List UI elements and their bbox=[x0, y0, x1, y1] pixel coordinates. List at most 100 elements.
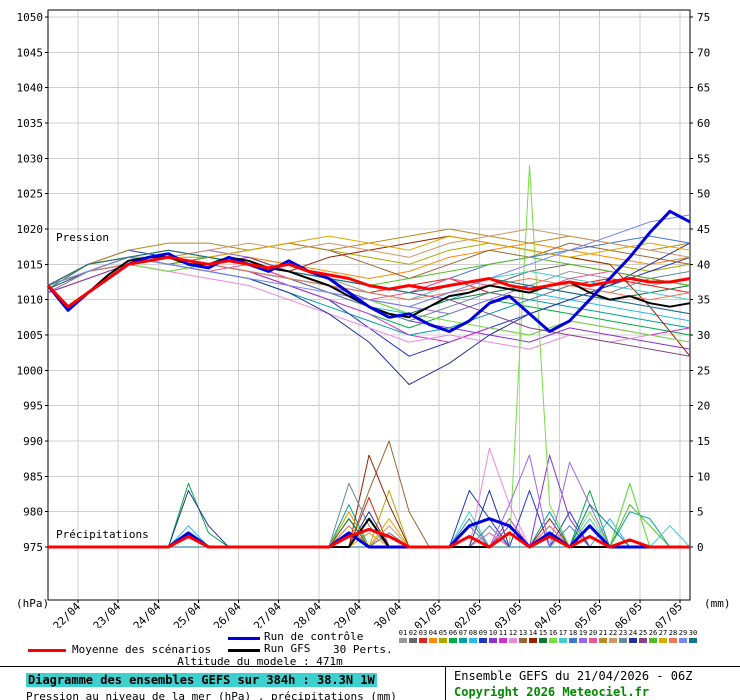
pert-color-chip bbox=[609, 638, 617, 643]
svg-text:975: 975 bbox=[23, 541, 43, 554]
pressure-label: Pression bbox=[56, 231, 109, 244]
pert-legend-cell: 19 bbox=[578, 629, 588, 643]
pert-number: 09 bbox=[478, 629, 488, 637]
pert-legend-cell: 17 bbox=[558, 629, 568, 643]
svg-text:1035: 1035 bbox=[17, 117, 44, 130]
pert-legend-cell: 10 bbox=[488, 629, 498, 643]
control-legend-label: Run de contrôle bbox=[264, 630, 364, 643]
pert-color-chip bbox=[469, 638, 477, 643]
pert-number: 01 bbox=[398, 629, 408, 637]
pert-legend-cell: 11 bbox=[498, 629, 508, 643]
left-axis-unit: (hPa) bbox=[16, 597, 50, 610]
pert-legend-cell: 03 bbox=[418, 629, 428, 643]
pert-legend-cell: 13 bbox=[518, 629, 528, 643]
pert-number: 14 bbox=[528, 629, 538, 637]
svg-text:22/04: 22/04 bbox=[51, 600, 84, 628]
svg-text:25/04: 25/04 bbox=[171, 600, 204, 628]
svg-text:30/04: 30/04 bbox=[372, 600, 405, 628]
pert-number: 26 bbox=[648, 629, 658, 637]
pert-color-chip bbox=[639, 638, 647, 643]
pert-legend: 01 02 03 04 05 06 07 08 09 10 11 12 13 14 15 16 17 18 19 20… bbox=[398, 629, 698, 643]
pert-color-chip bbox=[399, 638, 407, 643]
svg-text:04/05: 04/05 bbox=[532, 600, 565, 628]
footer-left: Diagramme des ensembles GEFS sur 384h : … bbox=[0, 667, 446, 700]
pert-color-chip bbox=[689, 638, 697, 643]
pert-color-chip bbox=[649, 638, 657, 643]
pert-legend-cell: 16 bbox=[548, 629, 558, 643]
pert-legend-cell: 25 bbox=[638, 629, 648, 643]
pert-color-chip bbox=[529, 638, 537, 643]
svg-text:50: 50 bbox=[697, 188, 710, 201]
pert-legend-cell: 29 bbox=[678, 629, 688, 643]
pert-color-chip bbox=[579, 638, 587, 643]
pert-color-chip bbox=[669, 638, 677, 643]
footer-right: Ensemble GEFS du 21/04/2026 - 06Z Copyri… bbox=[446, 667, 740, 700]
svg-text:1040: 1040 bbox=[17, 82, 44, 95]
svg-text:29/04: 29/04 bbox=[332, 600, 365, 628]
svg-text:1015: 1015 bbox=[17, 258, 44, 271]
pert-legend-cell: 21 bbox=[598, 629, 608, 643]
pert-number: 28 bbox=[668, 629, 678, 637]
svg-text:26/04: 26/04 bbox=[211, 600, 244, 628]
pert-color-chip bbox=[419, 638, 427, 643]
svg-text:990: 990 bbox=[23, 435, 43, 448]
perts-count-label: 30 Perts. bbox=[333, 643, 393, 656]
pert-number: 10 bbox=[488, 629, 498, 637]
run-info: Ensemble GEFS du 21/04/2026 - 06Z bbox=[454, 669, 693, 683]
pert-color-chip bbox=[559, 638, 567, 643]
svg-text:60: 60 bbox=[697, 117, 710, 130]
svg-text:20: 20 bbox=[697, 400, 710, 413]
gfs-line-swatch bbox=[228, 649, 260, 652]
pert-legend-cell: 05 bbox=[438, 629, 448, 643]
pert-color-chip bbox=[519, 638, 527, 643]
pert-legend-cell: 28 bbox=[668, 629, 678, 643]
right-axis-unit: (mm) bbox=[704, 597, 731, 610]
svg-text:01/05: 01/05 bbox=[412, 600, 445, 628]
pert-number: 20 bbox=[588, 629, 598, 637]
ensemble-chart-svg: 975 0 980 5 985 10 990 15 995 20 1000 25 1005 30 1010 3… bbox=[17, 9, 710, 628]
pert-color-chip bbox=[409, 638, 417, 643]
svg-text:45: 45 bbox=[697, 223, 710, 236]
pert-color-chip bbox=[499, 638, 507, 643]
svg-text:55: 55 bbox=[697, 152, 710, 165]
footer-bar: Diagramme des ensembles GEFS sur 384h : … bbox=[0, 666, 740, 700]
pert-number: 13 bbox=[518, 629, 528, 637]
svg-text:28/04: 28/04 bbox=[291, 600, 324, 628]
svg-text:5: 5 bbox=[697, 506, 704, 519]
pert-color-chip bbox=[599, 638, 607, 643]
pert-legend-cell: 02 bbox=[408, 629, 418, 643]
pert-number: 16 bbox=[548, 629, 558, 637]
svg-text:10: 10 bbox=[697, 470, 710, 483]
svg-text:1025: 1025 bbox=[17, 188, 44, 201]
svg-text:995: 995 bbox=[23, 400, 43, 413]
control-line-swatch bbox=[228, 637, 260, 640]
pert-number: 11 bbox=[498, 629, 508, 637]
svg-text:985: 985 bbox=[23, 470, 43, 483]
pert-legend-cell: 27 bbox=[658, 629, 668, 643]
pert-legend-cell: 04 bbox=[428, 629, 438, 643]
svg-text:1045: 1045 bbox=[17, 46, 44, 59]
pert-number: 08 bbox=[468, 629, 478, 637]
svg-text:25: 25 bbox=[697, 364, 710, 377]
pert-legend-cell: 30 bbox=[688, 629, 698, 643]
pert-number: 05 bbox=[438, 629, 448, 637]
svg-text:1005: 1005 bbox=[17, 329, 44, 342]
pert-color-chip bbox=[539, 638, 547, 643]
precipitation-label: Précipitations bbox=[56, 528, 149, 541]
svg-text:70: 70 bbox=[697, 46, 710, 59]
svg-text:23/04: 23/04 bbox=[91, 600, 124, 628]
svg-text:1020: 1020 bbox=[17, 223, 44, 236]
pert-color-chip bbox=[589, 638, 597, 643]
pert-legend-cell: 20 bbox=[588, 629, 598, 643]
mean-line-swatch bbox=[28, 649, 66, 652]
pert-legend-cell: 06 bbox=[448, 629, 458, 643]
pert-number: 02 bbox=[408, 629, 418, 637]
pert-number: 21 bbox=[598, 629, 608, 637]
pert-color-chip bbox=[569, 638, 577, 643]
pert-number: 04 bbox=[428, 629, 438, 637]
pert-number: 15 bbox=[538, 629, 548, 637]
pert-number: 19 bbox=[578, 629, 588, 637]
pert-number: 23 bbox=[618, 629, 628, 637]
svg-text:07/05: 07/05 bbox=[653, 600, 686, 628]
